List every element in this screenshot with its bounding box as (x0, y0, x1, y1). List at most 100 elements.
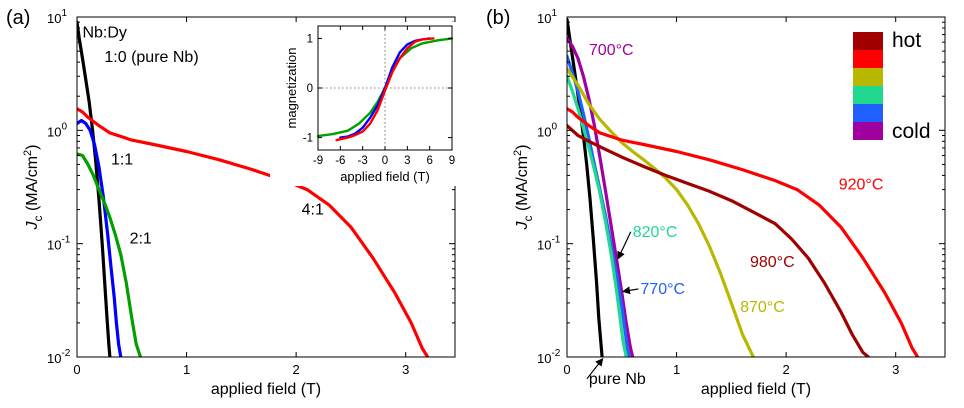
y-tick-base: 10 (47, 11, 61, 26)
legend: hot cold (853, 29, 931, 143)
y-axis-title-units: (MA/cm (24, 156, 41, 216)
y-tick-base: 10 (537, 124, 551, 139)
x-tick-label: 1 (673, 362, 680, 377)
plot-frame (76, 16, 456, 358)
inset-x-axis-title: applied field (T) (340, 169, 430, 184)
panel-label: (b) (486, 7, 510, 29)
x-tick-label: 0 (563, 362, 570, 377)
annotation-label: 820°C (633, 224, 678, 241)
legend-swatch (853, 32, 883, 50)
panel-label: (a) (6, 7, 30, 29)
series-line-820-c (567, 74, 628, 357)
y-axis-title-sub: c (521, 216, 535, 222)
y-axis-title-sub: c (31, 216, 45, 222)
annotation-label: 700°C (589, 42, 634, 59)
series-group (567, 17, 920, 357)
y-tick-base: 10 (47, 124, 61, 139)
y-tick-label: 101 (537, 8, 557, 26)
x-tick-label: 2 (293, 362, 300, 377)
y-tick-base: 10 (537, 238, 551, 253)
y-tick-exp: 1 (61, 8, 67, 19)
series-line-2-1 (77, 152, 143, 357)
x-axis-title: applied field (T) (701, 381, 811, 398)
legend-cold-label: cold (892, 120, 931, 143)
annotation-label: Nb:Dy (82, 24, 126, 41)
annotation-label: 870°C (740, 299, 785, 316)
y-tick-label: 10-2 (47, 348, 71, 366)
y-axis-title-units: (MA/cm (514, 156, 531, 216)
y-tick-label: 100 (537, 121, 557, 139)
inset-y-tick-label: -1 (303, 133, 313, 145)
series-line-870-c (567, 67, 755, 357)
legend-swatch (853, 122, 883, 140)
y-tick-base: 10 (47, 238, 61, 253)
inset-y-tick-label: 1 (307, 33, 313, 45)
annotation-label: 4:1 (302, 202, 324, 219)
annotation-label: 770°C (640, 281, 685, 298)
y-tick-exp: 1 (551, 8, 557, 19)
y-axis-title-sup: 2 (22, 150, 34, 156)
legend-swatch (853, 68, 883, 86)
annotation-label: 1:0 (pure Nb) (104, 49, 198, 66)
inset-series-line-4-1 (335, 37, 435, 142)
annotation-label: 2:1 (130, 231, 152, 248)
inset-background (270, 22, 458, 186)
y-tick-label: 100 (47, 121, 67, 139)
y-tick-label: 10-1 (47, 235, 71, 253)
y-tick-label: 101 (47, 8, 67, 26)
y-tick-label: 10-2 (537, 348, 561, 366)
y-tick-exp: -1 (61, 235, 70, 246)
y-axis-title-j: J (24, 221, 41, 231)
annotation-label: 1:1 (111, 151, 133, 168)
series-line-920-c (567, 107, 920, 357)
x-axis-title: applied field (T) (211, 381, 321, 398)
x-tick-label: 3 (402, 362, 409, 377)
y-axis-title-sup: 2 (512, 150, 524, 156)
annotation-arrow (621, 286, 639, 295)
y-tick-base: 10 (537, 11, 551, 26)
y-axis-title-close: ) (24, 145, 41, 150)
legend-swatch (853, 104, 883, 122)
inset-x-tick-label: -6 (335, 155, 345, 167)
inset-x-tick-label: 6 (426, 155, 432, 167)
inset-x-tick-label: -3 (358, 155, 368, 167)
legend-swatch (853, 50, 883, 68)
x-tick-label: 3 (892, 362, 899, 377)
series-line-1-0-pure-nb- (77, 20, 112, 357)
y-axis-title-close: ) (514, 145, 531, 150)
series-group (77, 20, 430, 357)
inset-y-tick-label: 0 (307, 83, 313, 95)
annotation-arrow (586, 357, 604, 380)
series-line-pure-nb (567, 17, 604, 357)
y-tick-exp: -2 (551, 348, 560, 359)
inset-x-tick-label: 0 (382, 155, 388, 167)
inset: -9 -6 -3 0 3 6 9 -1 0 1 applied field (T) magnetiza… (270, 22, 458, 186)
x-tick-label: 1 (183, 362, 190, 377)
annotation-label: 980°C (750, 254, 795, 271)
inset-y-axis-title: magnetization (284, 48, 299, 129)
y-tick-exp: 0 (551, 121, 557, 132)
y-tick-label: 10-1 (537, 235, 561, 253)
y-tick-exp: -2 (61, 348, 70, 359)
y-tick-base: 10 (537, 351, 551, 366)
series-line-700-c (567, 36, 635, 357)
y-axis-title-j: J (514, 221, 531, 231)
inset-x-tick-label: -9 (313, 155, 323, 167)
annotation-label: 920°C (839, 177, 884, 194)
series-line-980-c (567, 123, 870, 357)
x-tick-label: 2 (783, 362, 790, 377)
inset-x-tick-label: 3 (404, 155, 410, 167)
y-tick-exp: 0 (61, 121, 67, 132)
legend-swatch (853, 86, 883, 104)
plot-frame (566, 16, 946, 358)
y-axis-title: Jc (MA/cm2) (512, 145, 535, 231)
y-axis-title: Jc (MA/cm2) (22, 145, 45, 231)
y-tick-base: 10 (47, 351, 61, 366)
y-tick-exp: -1 (551, 235, 560, 246)
series-line-4-1 (77, 107, 430, 357)
legend-hot-label: hot (892, 29, 921, 52)
